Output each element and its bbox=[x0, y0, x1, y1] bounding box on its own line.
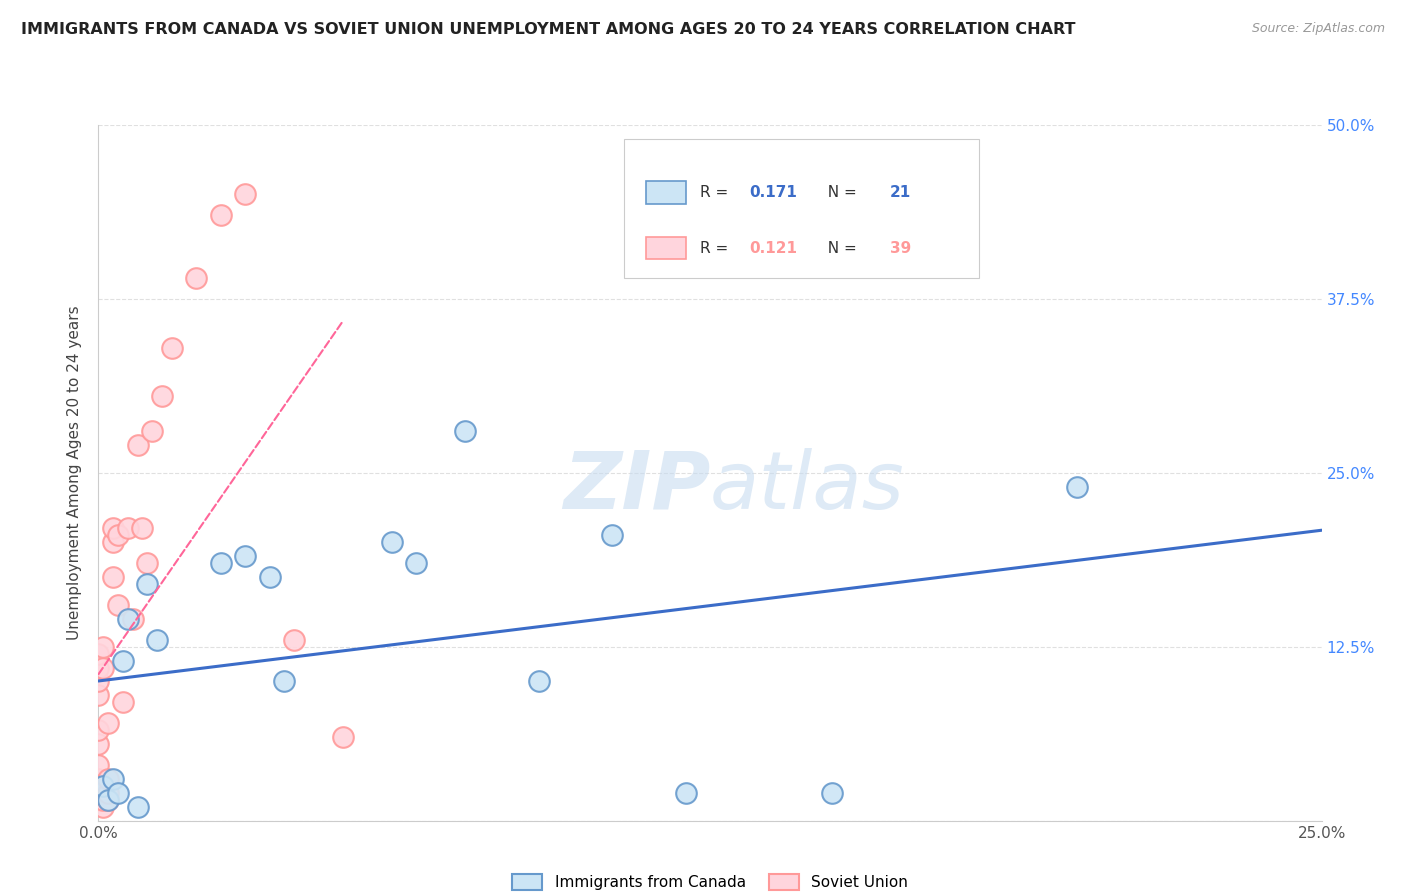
Point bbox=[332, 730, 354, 744]
Point bbox=[186, 271, 208, 285]
Point bbox=[233, 187, 256, 202]
Point bbox=[141, 424, 163, 438]
Point bbox=[160, 341, 183, 355]
Point bbox=[87, 674, 110, 689]
Point bbox=[91, 799, 114, 814]
Point bbox=[117, 521, 139, 535]
Bar bbox=[647, 237, 686, 260]
Point bbox=[821, 786, 844, 800]
Point bbox=[87, 647, 110, 661]
Point bbox=[97, 793, 120, 807]
Point bbox=[97, 786, 120, 800]
Legend: Immigrants from Canada, Soviet Union: Immigrants from Canada, Soviet Union bbox=[506, 868, 914, 892]
Point bbox=[101, 521, 124, 535]
Point bbox=[273, 674, 295, 689]
Point bbox=[91, 640, 114, 654]
FancyBboxPatch shape bbox=[624, 139, 979, 278]
Point bbox=[127, 799, 149, 814]
Point bbox=[91, 779, 114, 793]
Point bbox=[136, 556, 159, 570]
Point bbox=[259, 570, 281, 584]
Point bbox=[91, 660, 114, 674]
Point bbox=[101, 535, 124, 549]
Point bbox=[101, 570, 124, 584]
Point bbox=[111, 695, 134, 709]
Point bbox=[107, 528, 129, 542]
Point bbox=[87, 793, 110, 807]
Point bbox=[101, 772, 124, 786]
Point bbox=[131, 521, 153, 535]
Point bbox=[146, 632, 169, 647]
Text: N =: N = bbox=[818, 185, 862, 200]
Point bbox=[97, 716, 120, 731]
Point bbox=[87, 758, 110, 772]
Point bbox=[527, 674, 550, 689]
Point bbox=[87, 723, 110, 738]
Text: N =: N = bbox=[818, 241, 862, 255]
Point bbox=[1066, 480, 1088, 494]
Point bbox=[233, 549, 256, 564]
Text: Source: ZipAtlas.com: Source: ZipAtlas.com bbox=[1251, 22, 1385, 36]
Point bbox=[136, 577, 159, 591]
Point bbox=[127, 438, 149, 452]
Point bbox=[675, 786, 697, 800]
Point bbox=[87, 786, 110, 800]
Text: ZIP: ZIP bbox=[562, 448, 710, 525]
Text: 0.121: 0.121 bbox=[749, 241, 797, 255]
Text: R =: R = bbox=[700, 241, 734, 255]
Point bbox=[87, 772, 110, 786]
Point bbox=[600, 528, 623, 542]
Point bbox=[150, 389, 173, 403]
Point bbox=[405, 556, 427, 570]
Point bbox=[209, 208, 232, 222]
Point bbox=[97, 772, 120, 786]
Text: atlas: atlas bbox=[710, 448, 905, 525]
Point bbox=[111, 654, 134, 668]
Y-axis label: Unemployment Among Ages 20 to 24 years: Unemployment Among Ages 20 to 24 years bbox=[67, 305, 83, 640]
Point bbox=[283, 632, 305, 647]
Text: 39: 39 bbox=[890, 241, 911, 255]
Point bbox=[209, 556, 232, 570]
Point bbox=[87, 737, 110, 751]
Point bbox=[87, 689, 110, 703]
Point bbox=[121, 612, 143, 626]
Point bbox=[381, 535, 404, 549]
Point bbox=[97, 793, 120, 807]
Point bbox=[91, 786, 114, 800]
Text: 0.171: 0.171 bbox=[749, 185, 797, 200]
Text: 21: 21 bbox=[890, 185, 911, 200]
Point bbox=[87, 660, 110, 674]
Point bbox=[91, 779, 114, 793]
Point bbox=[107, 598, 129, 612]
Text: R =: R = bbox=[700, 185, 734, 200]
Bar bbox=[647, 181, 686, 203]
Text: IMMIGRANTS FROM CANADA VS SOVIET UNION UNEMPLOYMENT AMONG AGES 20 TO 24 YEARS CO: IMMIGRANTS FROM CANADA VS SOVIET UNION U… bbox=[21, 22, 1076, 37]
Point bbox=[117, 612, 139, 626]
Point bbox=[91, 793, 114, 807]
Point bbox=[107, 786, 129, 800]
Point bbox=[454, 424, 477, 438]
